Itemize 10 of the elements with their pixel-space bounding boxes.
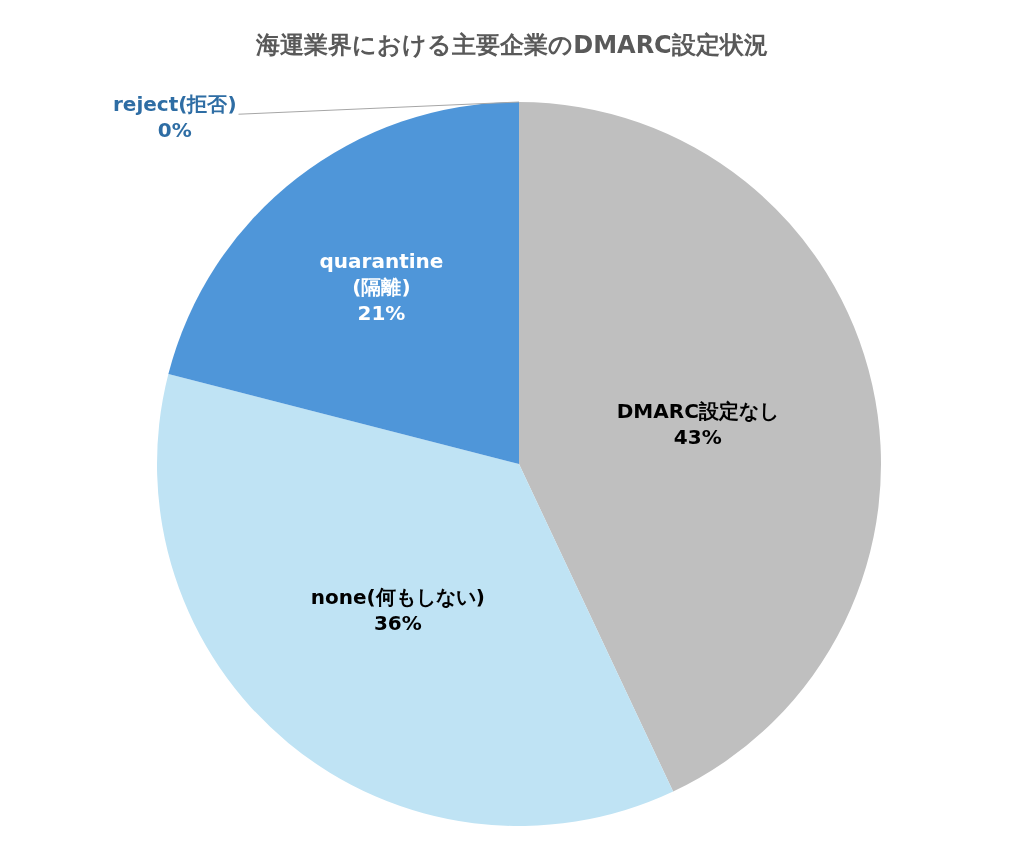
slice-label: DMARC設定なし [616,399,779,424]
pie-slice [519,102,881,792]
data-label: 21% [357,300,406,325]
data-label: 43% [673,425,722,450]
data-label: 36% [373,611,422,636]
slice-label: none(何もしない) [310,585,485,610]
slice-label: quarantine (隔離) [319,248,444,299]
text: 0% [157,118,192,142]
category-label: reject(拒否) [113,92,237,116]
chart-title: 海運業界における主要企業のDMARC設定状況 [255,31,768,60]
